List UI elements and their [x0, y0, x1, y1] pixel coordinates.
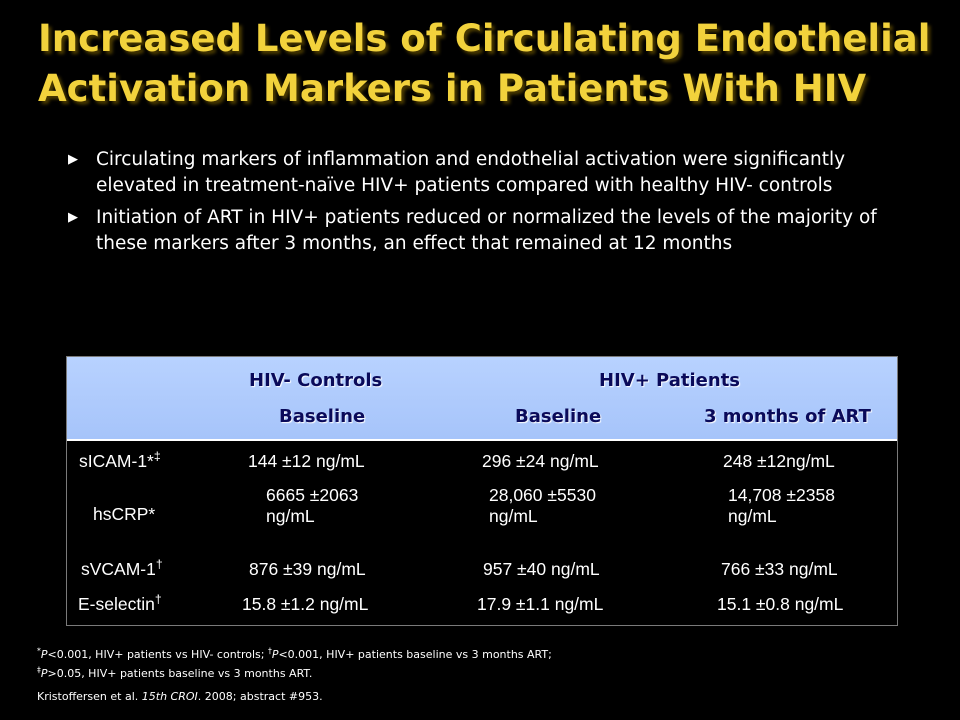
header-group-hiv-controls: HIV- Controls	[249, 370, 383, 391]
header-patients-baseline: Baseline	[515, 406, 602, 427]
cell-patients-art: 248 ±12ng/mL	[723, 451, 835, 471]
bullet-arrow-icon: ▶	[68, 210, 78, 225]
cell-patients-baseline: 17.9 ±1.1 ng/mL	[477, 594, 604, 614]
footnote-2: ‡P>0.05, HIV+ patients baseline vs 3 mon…	[37, 665, 313, 680]
reference: Kristoffersen et al. 15th CROI. 2008; ab…	[37, 690, 323, 703]
bullet-arrow-icon: ▶	[68, 152, 78, 167]
cell-patients-art: 766 ±33 ng/mL	[721, 559, 838, 579]
header-patients-art: 3 months of ART	[704, 406, 871, 427]
marker-table: HIV- Controls HIV+ Patients Baseline Bas…	[66, 356, 898, 626]
bullet-list: ▶ Circulating markers of inflammation an…	[66, 147, 896, 263]
row-marker: sICAM-1*‡	[79, 449, 161, 471]
bullet-text: Initiation of ART in HIV+ patients reduc…	[96, 207, 877, 254]
cell-patients-baseline: 296 ±24 ng/mL	[482, 451, 599, 471]
cell-controls-baseline: 6665 ±2063 ng/mL	[266, 485, 359, 526]
row-marker: sVCAM-1†	[81, 557, 163, 579]
cell-controls-baseline: 144 ±12 ng/mL	[248, 451, 365, 471]
cell-controls-baseline: 876 ±39 ng/mL	[249, 559, 366, 579]
row-marker: hsCRP*	[93, 504, 156, 524]
cell-patients-baseline: 957 ±40 ng/mL	[483, 559, 600, 579]
title-line-2: Activation Markers in Patients With HIV	[38, 67, 867, 110]
cell-controls-baseline: 15.8 ±1.2 ng/mL	[242, 594, 369, 614]
cell-patients-art: 14,708 ±2358 ng/mL	[728, 485, 835, 526]
title-line-1: Increased Levels of Circulating Endothel…	[38, 17, 931, 60]
row-marker: E-selectin†	[78, 592, 162, 614]
header-group-hiv-patients: HIV+ Patients	[599, 370, 741, 391]
cell-patients-baseline: 28,060 ±5530 ng/mL	[489, 485, 596, 526]
bullet-item: ▶ Initiation of ART in HIV+ patients red…	[66, 205, 896, 257]
footnote-1: *P<0.001, HIV+ patients vs HIV- controls…	[37, 646, 552, 661]
slide-title: Increased Levels of Circulating Endothel…	[38, 14, 938, 114]
header-controls-baseline: Baseline	[279, 406, 366, 427]
table-header: HIV- Controls HIV+ Patients Baseline Bas…	[67, 357, 897, 439]
bullet-text: Circulating markers of inflammation and …	[96, 149, 846, 196]
cell-patients-art: 15.1 ±0.8 ng/mL	[717, 594, 844, 614]
bullet-item: ▶ Circulating markers of inflammation an…	[66, 147, 896, 199]
header-divider	[67, 439, 897, 441]
